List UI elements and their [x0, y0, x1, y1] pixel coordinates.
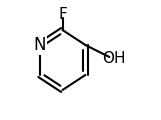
Text: OH: OH [102, 51, 126, 66]
Text: N: N [33, 36, 46, 54]
Text: F: F [58, 7, 67, 22]
